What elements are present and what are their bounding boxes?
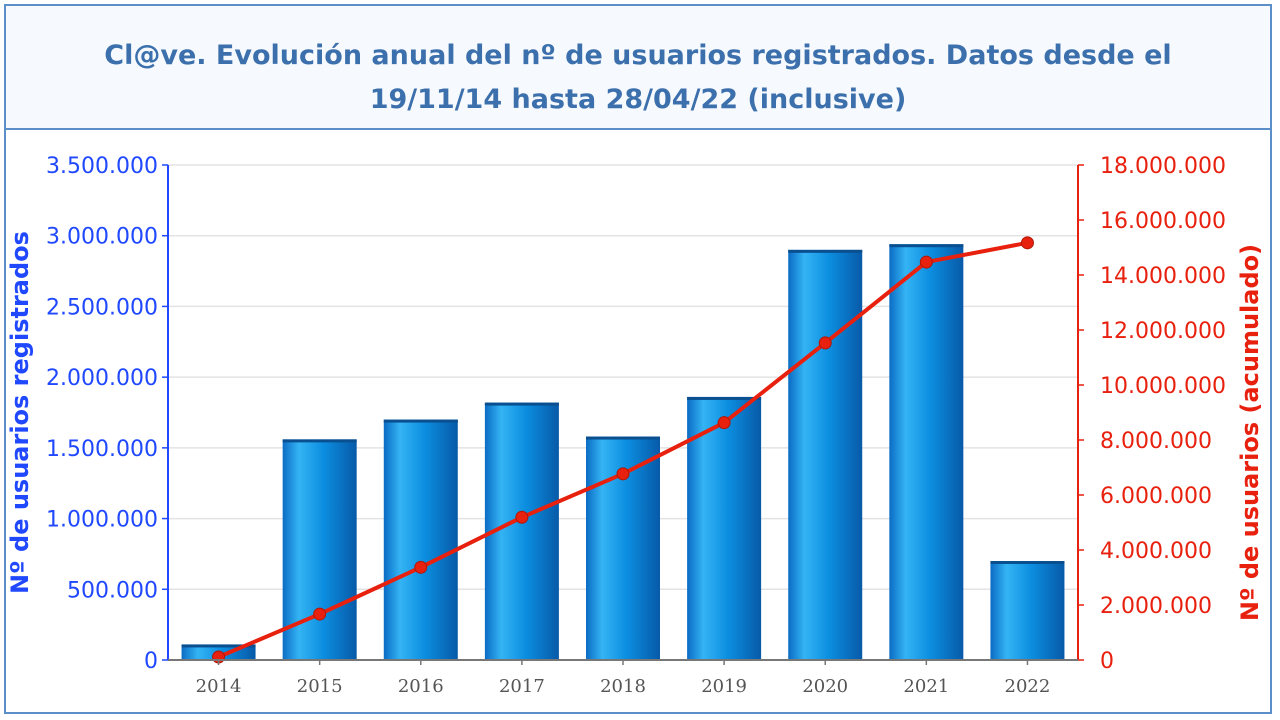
- line-point: [616, 467, 630, 481]
- line-point: [1020, 236, 1034, 250]
- line-point: [717, 416, 731, 430]
- bar: [990, 561, 1065, 660]
- y-left-tick-label: 3.000.000: [46, 225, 158, 250]
- y-right-tick-label: 18.000.000: [1100, 154, 1226, 179]
- bar: [687, 396, 762, 660]
- x-tick-label: 2016: [398, 676, 444, 697]
- bar: [383, 419, 458, 660]
- x-tick-label: 2021: [903, 676, 949, 697]
- line-point: [313, 607, 327, 621]
- y-right-tick-label: 4.000.000: [1100, 539, 1212, 564]
- y-left-tick-label: 0: [144, 649, 158, 674]
- x-tick-label: 2017: [499, 676, 545, 697]
- y-right-tick-label: 6.000.000: [1100, 484, 1212, 509]
- y-left-tick-label: 1.000.000: [46, 508, 158, 533]
- bar-top-edge: [586, 436, 660, 440]
- y-right-tick-label: 12.000.000: [1100, 319, 1226, 344]
- line-series: [212, 236, 1034, 664]
- y-right-tick-label: 0: [1100, 649, 1114, 674]
- bar-top-edge: [282, 439, 357, 443]
- x-tick-label: 2022: [1005, 676, 1051, 697]
- tick-labels: 0 500.000 1.000.000 1.500.000 2.000.000 2.500…: [6, 154, 1264, 697]
- axes: [162, 164, 1084, 665]
- x-tick-label: 2020: [802, 676, 848, 697]
- bar-top-edge: [181, 644, 256, 648]
- bar: [788, 249, 863, 660]
- y-right-axis-title: Nº de usuarios (acumulado): [1236, 244, 1264, 621]
- y-right-tick-label: 8.000.000: [1100, 429, 1212, 454]
- y-left-axis-title: Nº de usuarios registrados: [6, 231, 34, 594]
- title-box: Cl@ve. Evolución anual del nº de usuario…: [4, 4, 1272, 130]
- bar: [889, 244, 964, 660]
- x-tick-label: 2015: [297, 676, 343, 697]
- y-left-tick-label: 500.000: [67, 578, 158, 603]
- bar-top-edge: [687, 396, 762, 400]
- y-left-tick-label: 3.500.000: [46, 154, 158, 179]
- x-tick-label: 2018: [600, 676, 646, 697]
- x-tick-label: 2014: [196, 676, 242, 697]
- line-point: [414, 560, 428, 574]
- bar-top-edge: [484, 402, 559, 406]
- bar-top-edge: [889, 244, 964, 248]
- bar-top-edge: [990, 561, 1065, 564]
- line-point: [919, 255, 933, 269]
- y-right-tick-label: 16.000.000: [1100, 209, 1226, 234]
- bar-top-edge: [788, 249, 863, 253]
- chart-title: Cl@ve. Evolución anual del nº de usuario…: [104, 40, 1172, 115]
- line-point: [818, 336, 832, 350]
- x-tick-label: 2019: [701, 676, 747, 697]
- y-right-tick-label: 10.000.000: [1100, 374, 1226, 399]
- y-left-tick-label: 1.500.000: [46, 437, 158, 462]
- bar-top-edge: [383, 419, 458, 423]
- line-point: [515, 510, 529, 524]
- y-left-tick-label: 2.500.000: [46, 295, 158, 320]
- y-left-tick-label: 2.000.000: [46, 366, 158, 391]
- y-right-tick-label: 14.000.000: [1100, 264, 1226, 289]
- y-right-tick-label: 2.000.000: [1100, 594, 1212, 619]
